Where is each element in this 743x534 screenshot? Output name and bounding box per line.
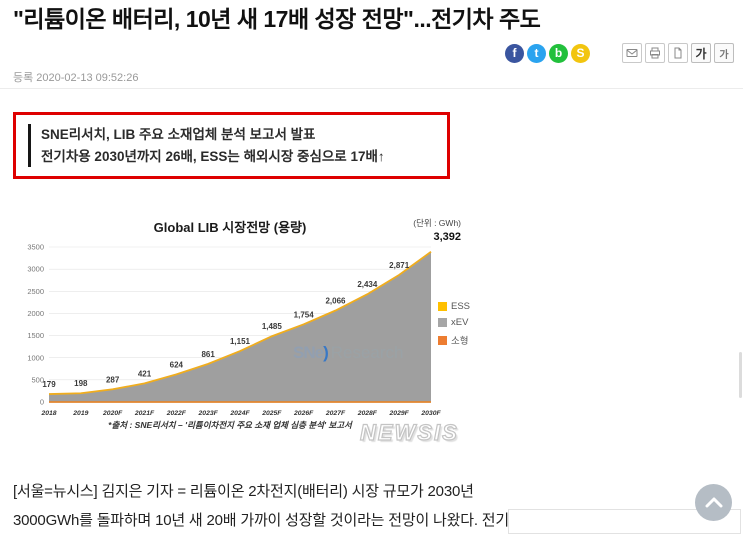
svg-text:2027F: 2027F	[325, 410, 346, 417]
font-size-down-button[interactable]: 가	[714, 43, 734, 63]
area-chart-plot: 0 500 1000 1500 2000 2500 3000 3500 179 198 287 421…	[27, 243, 441, 417]
document-icon	[674, 47, 682, 59]
newsis-watermark: NEWSIS	[359, 419, 459, 445]
svg-text:861: 861	[201, 350, 215, 359]
legend-swatch-icon	[437, 335, 447, 345]
printer-icon	[650, 47, 660, 59]
kakao-share-button[interactable]: S	[571, 43, 590, 63]
legend-swatch-icon	[437, 302, 447, 311]
twitter-share-button[interactable]: t	[527, 43, 546, 63]
summary-quote-block: SNE리서치, LIB 주요 소재업체 분석 보고서 발표 전기차용 2030년…	[28, 124, 435, 168]
svg-text:2500: 2500	[27, 287, 44, 296]
band-share-button[interactable]: b	[549, 43, 568, 63]
mail-icon	[626, 49, 638, 57]
svg-text:1,754: 1,754	[294, 310, 315, 319]
svg-text:2018: 2018	[40, 410, 56, 417]
svg-text:2023F: 2023F	[198, 410, 219, 417]
summary-box: SNE리서치, LIB 주요 소재업체 분석 보고서 발표 전기차용 2030년…	[13, 112, 450, 180]
lib-market-chart: Global LIB 시장전망 (용량) (단위 : GWh) 3,392 0 5…	[15, 205, 475, 455]
legend-item-2: xEV	[437, 317, 470, 328]
svg-text:3000: 3000	[27, 265, 44, 274]
scrap-button[interactable]	[668, 43, 688, 63]
sne-logo-text: SNe)	[293, 343, 329, 362]
legend-label: 소형	[450, 336, 469, 347]
svg-text:2,434: 2,434	[357, 280, 378, 289]
mail-button[interactable]	[622, 43, 642, 63]
legend-label: ESS	[450, 301, 470, 312]
scroll-to-top-button[interactable]	[695, 484, 732, 521]
chart-unit-block: (단위 : GWh) 3,392	[413, 217, 461, 243]
summary-line-2: 전기차용 2030년까지 26배, ESS는 해외시장 중심으로 17배↑	[41, 148, 385, 164]
svg-text:2020F: 2020F	[102, 410, 123, 417]
header-divider	[0, 88, 743, 89]
article-date: 등록 2020-02-13 09:52:26	[13, 72, 139, 84]
legend-item-3: 소형	[437, 333, 470, 347]
svg-text:2,066: 2,066	[325, 297, 346, 306]
article-body: [서울=뉴시스] 김지은 기자 = 리튬이온 2차전지(배터리) 시장 규모가 …	[13, 483, 523, 529]
font-size-up-button[interactable]: 가	[691, 43, 711, 63]
print-button[interactable]	[645, 43, 665, 63]
svg-text:3500: 3500	[27, 243, 44, 252]
svg-text:2019: 2019	[72, 410, 88, 417]
scrollbar-thumb[interactable]	[739, 352, 742, 398]
svg-text:1,151: 1,151	[230, 337, 251, 346]
svg-text:1000: 1000	[27, 353, 44, 362]
chart-legend: ESS xEV 소형	[437, 301, 470, 347]
chart-source-note: *출처 : SNE리서치 – '리튬이차전지 주요 소재 업체 심층 분석' 보…	[108, 420, 352, 430]
svg-text:1,485: 1,485	[262, 322, 283, 331]
svg-text:2022F: 2022F	[166, 410, 187, 417]
svg-text:2024F: 2024F	[229, 410, 250, 417]
svg-text:500: 500	[31, 375, 44, 384]
facebook-share-button[interactable]: f	[505, 43, 524, 63]
svg-text:198: 198	[74, 379, 88, 388]
chart-unit-label: (단위 : GWh)	[413, 218, 461, 228]
svg-text:179: 179	[42, 380, 56, 389]
chart-title: Global LIB 시장전망 (용량)	[153, 220, 307, 235]
article-title: "리튬이온 배터리, 10년 새 17배 성장 전망"...전기차 주도	[13, 6, 541, 32]
svg-text:2021F: 2021F	[134, 410, 155, 417]
svg-text:2028F: 2028F	[357, 410, 378, 417]
svg-text:2025F: 2025F	[261, 410, 282, 417]
legend-item-1: ESS	[437, 301, 470, 312]
svg-text:2029F: 2029F	[389, 410, 410, 417]
svg-text:0: 0	[40, 398, 44, 407]
svg-text:287: 287	[106, 375, 120, 384]
sne-arc-icon: )	[323, 343, 329, 362]
svg-text:2026F: 2026F	[293, 410, 314, 417]
chevron-up-icon	[705, 497, 722, 508]
share-toolbar: f t b S 가 가	[505, 43, 734, 63]
chart-final-value: 3,392	[433, 231, 461, 243]
svg-text:2030F: 2030F	[420, 410, 441, 417]
summary-line-1: SNE리서치, LIB 주요 소재업체 분석 보고서 발표	[41, 127, 316, 142]
sne-research-watermark: SNe) Research	[293, 343, 404, 363]
legend-label: xEV	[450, 317, 469, 328]
svg-text:421: 421	[138, 369, 152, 378]
sne-research-text: Research	[330, 343, 404, 362]
legend-swatch-icon	[437, 318, 447, 327]
svg-text:624: 624	[170, 360, 184, 369]
svg-text:2000: 2000	[27, 309, 44, 318]
svg-text:1500: 1500	[27, 331, 44, 340]
svg-text:2,871: 2,871	[389, 261, 410, 270]
